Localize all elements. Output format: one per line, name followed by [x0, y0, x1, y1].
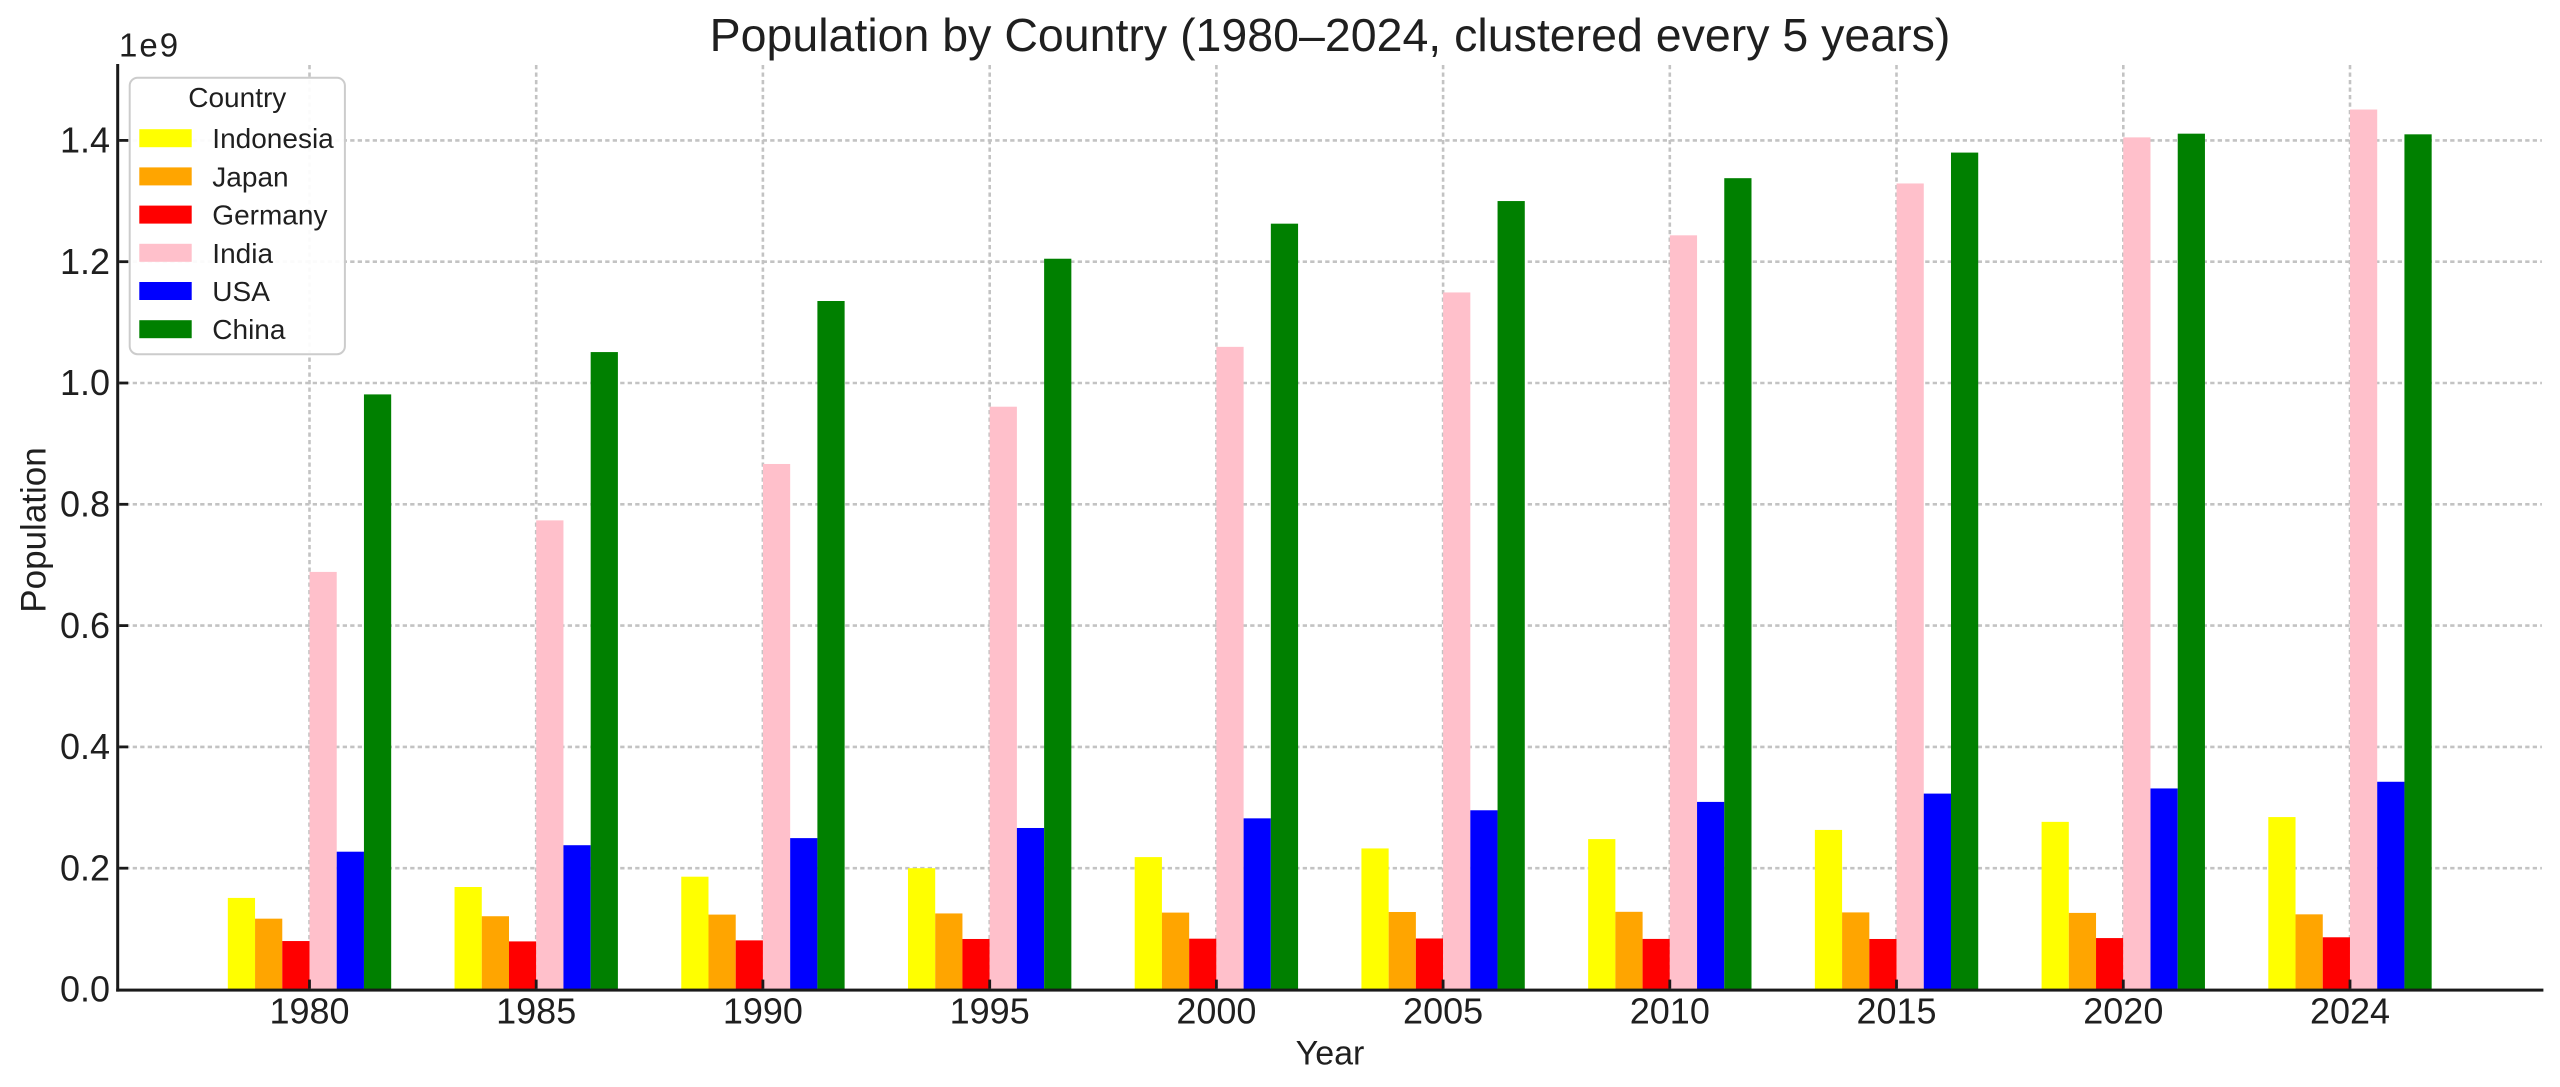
- svg-text:2015: 2015: [1856, 991, 1936, 1032]
- svg-text:2024: 2024: [2310, 991, 2390, 1032]
- svg-text:1.4: 1.4: [60, 120, 110, 161]
- svg-text:Population: Population: [15, 447, 54, 612]
- svg-text:1.0: 1.0: [60, 362, 110, 403]
- svg-text:Country: Country: [188, 82, 286, 113]
- svg-text:2010: 2010: [1630, 991, 1710, 1032]
- svg-text:India: India: [212, 238, 273, 269]
- svg-text:1985: 1985: [496, 991, 576, 1032]
- svg-text:USA: USA: [212, 276, 270, 307]
- svg-text:Population by Country (1980–20: Population by Country (1980–2024, cluste…: [710, 9, 1951, 61]
- svg-text:Year: Year: [1296, 1035, 1365, 1073]
- svg-text:Germany: Germany: [212, 200, 327, 231]
- svg-text:2020: 2020: [2083, 991, 2163, 1032]
- svg-text:0.4: 0.4: [60, 726, 110, 767]
- svg-text:China: China: [212, 314, 286, 345]
- svg-text:Japan: Japan: [212, 161, 288, 192]
- svg-text:2005: 2005: [1403, 991, 1483, 1032]
- svg-text:1.2: 1.2: [60, 241, 110, 282]
- svg-text:Indonesia: Indonesia: [212, 123, 334, 154]
- svg-text:0.0: 0.0: [60, 969, 110, 1010]
- svg-text:1e9: 1e9: [119, 27, 180, 64]
- svg-text:0.6: 0.6: [60, 605, 110, 646]
- svg-text:0.2: 0.2: [60, 847, 110, 888]
- svg-text:2000: 2000: [1176, 991, 1256, 1032]
- svg-text:1990: 1990: [723, 991, 803, 1032]
- svg-text:1995: 1995: [950, 991, 1030, 1032]
- svg-text:0.8: 0.8: [60, 484, 110, 525]
- svg-text:1980: 1980: [269, 991, 349, 1032]
